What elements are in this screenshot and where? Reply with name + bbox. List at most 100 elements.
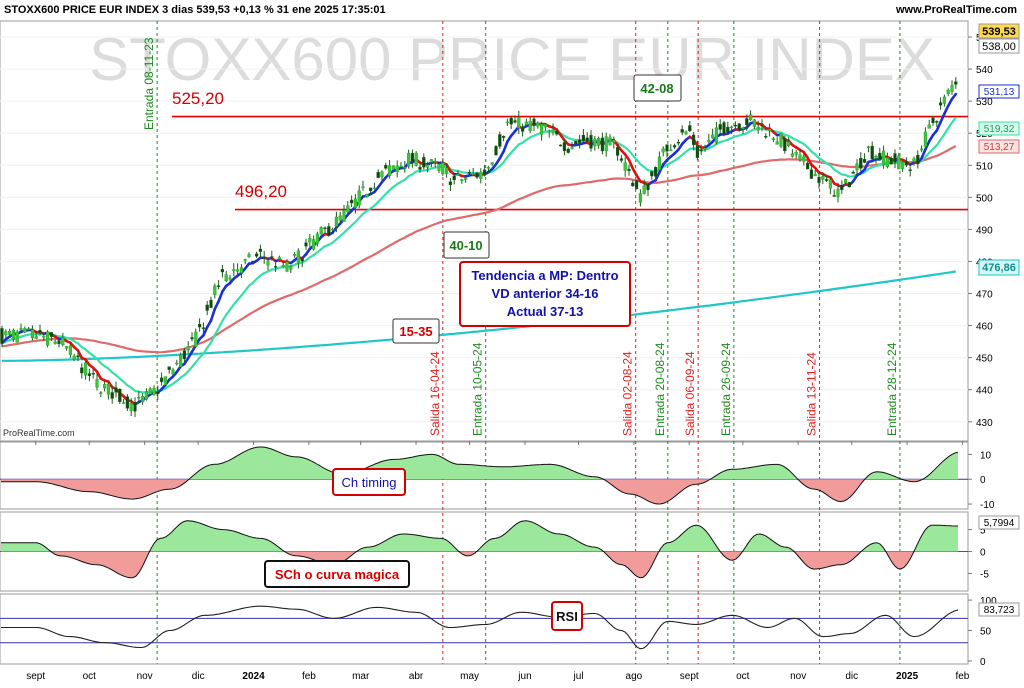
ch-timing-area-positive [766,465,769,480]
marker-label-entrada: Entrada 08-11-23 [142,37,156,130]
ch-timing-area-negative [67,479,70,489]
candle-body [715,128,718,143]
candle-body [1,328,4,343]
ch-timing-area-positive [547,464,550,479]
candle-body [476,173,479,178]
candle-body [863,159,866,162]
sch-area-positive [439,538,442,551]
sch-area-negative [631,552,634,575]
ch-timing-area-positive [289,456,292,479]
x-tick-label: nov [137,671,153,682]
candle-body [411,153,414,161]
ma-fast-segment [937,122,941,130]
candle-body [362,187,365,188]
candle-body [913,159,916,162]
ch-timing-area-negative [109,479,112,495]
candle-body [951,85,954,92]
candle-body [96,379,99,387]
candle-body [601,138,604,151]
sch-area-positive [421,536,424,552]
ch-timing-area-positive [412,457,415,480]
candle-body [495,146,498,155]
sch-area-negative [730,552,733,561]
sch-area-positive [550,532,553,552]
candle-body [202,328,205,329]
sch-area-negative [91,552,94,565]
sch-area-positive [499,536,502,552]
ch-timing-area-positive [535,465,538,480]
ch-timing-area-positive [316,463,319,479]
sch-area-positive [265,539,268,552]
ch-timing-area-negative [835,479,838,501]
candle-body [407,153,410,166]
x-tick-label: nov [790,671,806,682]
candle-body [251,261,254,262]
candle-body [673,145,676,147]
candle-body [282,265,285,266]
candle-body [536,123,539,127]
ch-timing-area-negative [136,479,139,499]
ma-fast-segment [504,142,508,152]
candle-body [548,131,551,132]
candle-body [27,329,30,330]
x-tick-label: dic [845,671,858,682]
candle-body [289,266,292,269]
x-tick-label: oct [83,671,97,682]
x-tick-label: 2024 [242,671,265,682]
ch-timing-area-negative [664,479,667,503]
sch-area-negative [637,552,640,578]
ch-timing-area-negative [118,479,121,498]
candle-body [742,128,745,129]
candle-body [460,179,463,180]
sch-area-negative [814,552,817,570]
sch-area-positive [943,525,946,551]
candle-body [590,135,593,148]
candle-body [278,257,281,259]
box-1535-text: 15-35 [399,324,432,339]
candle-body [415,153,418,166]
candle-body [875,156,878,158]
sch-area-positive [688,527,691,552]
ch-timing-area-positive [250,448,253,479]
ch-timing-area-negative [670,479,673,500]
sch-area-positive [496,537,499,551]
sch-area-positive [214,528,217,551]
candle-body [529,121,532,130]
sch-area-positive [925,527,928,552]
candle-body [118,389,121,402]
candle-body [99,393,102,394]
candle-body [631,183,634,186]
candle-body [552,130,555,133]
ch-timing-area-negative [88,479,91,491]
ch-timing-area-positive [496,467,499,480]
candle-body [768,129,771,131]
candle-body [799,155,802,160]
candle-body [286,262,289,272]
ch-timing-area-negative [64,479,67,488]
sch-area-positive [160,538,163,551]
marker-label-entrada: Entrada 28-12-24 [885,342,899,436]
ch-timing-area-positive [550,464,553,479]
ch-timing-area-negative [145,479,148,496]
sch-area-positive [178,523,181,551]
ch-timing-area-negative [631,479,634,494]
ch-timing-area-positive [508,467,511,480]
mid-ma-label: 519,32 [984,124,1015,135]
ch-timing-area-positive [436,455,439,479]
ch-timing-area-positive [739,469,742,480]
sch-area-positive [667,542,670,551]
ch-timing-area-positive [529,465,532,479]
sch-area-positive [427,537,430,552]
ch-timing-area-positive [514,466,517,479]
sch-area-positive [1,543,4,552]
ch-timing-area-positive [778,464,781,479]
ch-timing-area-positive [457,464,460,479]
sch-area-positive [502,534,505,552]
sch-area-negative [898,552,901,569]
y-tick-label: 540 [976,65,993,76]
candle-body [88,374,91,376]
candle-body [825,179,828,180]
y-tick-label: 510 [976,161,993,172]
ch-timing-area-positive [313,462,316,479]
